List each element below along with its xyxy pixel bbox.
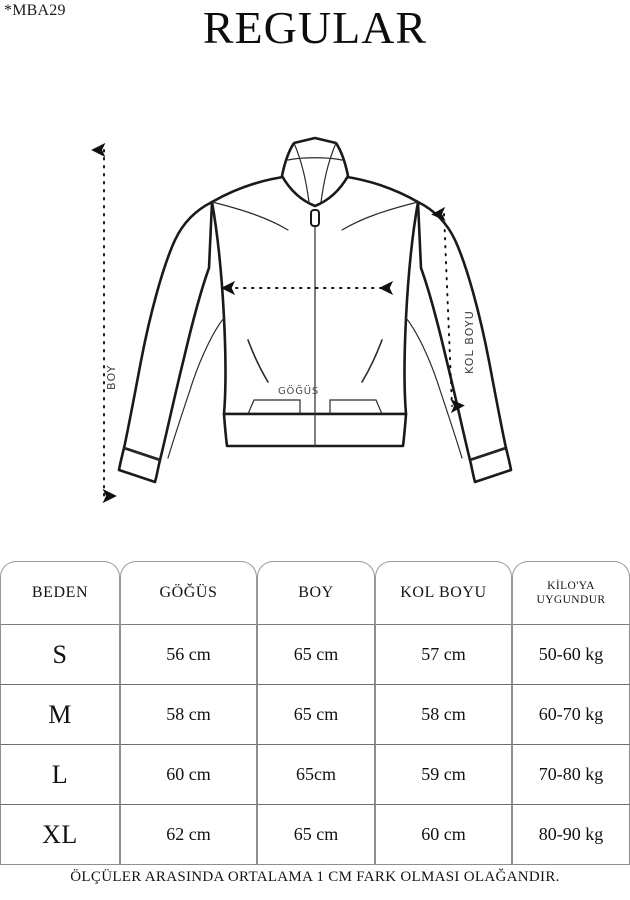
cell-size: L [0, 745, 120, 805]
cell-sleeve: 57 cm [375, 625, 512, 685]
left-hem-pocket [247, 399, 301, 415]
measurement-tolerance-note: ÖLÇÜLER ARASINDA ORTALAMA 1 CM FARK OLMA… [70, 869, 560, 885]
cell-length: 65 cm [257, 625, 375, 685]
jacket-technical-drawing [91, 136, 513, 504]
page-title: REGULAR [202, 2, 428, 53]
column-header-kol-boyu: KOL BOYU [375, 561, 512, 625]
chest-measure-label: GÖĞÜS [278, 386, 320, 397]
cell-sleeve: 59 cm [375, 745, 512, 805]
cell-weight: 80-90 kg [512, 805, 630, 865]
cell-length: 65cm [257, 745, 375, 805]
table-row: L 60 cm 65cm 59 cm 70-80 kg [0, 745, 630, 805]
cell-sleeve: 58 cm [375, 685, 512, 745]
left-sleeve-seam [167, 317, 225, 459]
product-sku-code: *MBA29 [4, 2, 66, 19]
cell-sleeve: 60 cm [375, 805, 512, 865]
cell-chest: 56 cm [120, 625, 257, 685]
size-chart-body: S 56 cm 65 cm 57 cm 50-60 kg M 58 cm 65 … [0, 625, 630, 865]
right-pocket-welt [361, 339, 383, 383]
cell-length: 65 cm [257, 685, 375, 745]
left-shoulder-seam [211, 201, 289, 231]
left-cuff-fold [123, 447, 161, 461]
column-header-kilo-line2: UYGUNDUR [536, 594, 606, 606]
cell-weight: 70-80 kg [512, 745, 630, 805]
column-header-kilo: KİLO'YA UYGUNDUR [512, 561, 630, 625]
collar-fold-line [287, 157, 343, 161]
right-cuff [468, 446, 513, 484]
table-row: XL 62 cm 65 cm 60 cm 80-90 kg [0, 805, 630, 865]
column-header-beden: BEDEN [0, 561, 120, 625]
right-shoulder-seam [341, 201, 419, 231]
collar-left-crease [293, 142, 310, 203]
column-header-gogus: GÖĞÜS [120, 561, 257, 625]
right-cuff-fold [469, 447, 507, 461]
sleeve-measure-line [431, 206, 465, 414]
left-cuff [117, 446, 162, 484]
left-pocket-welt [247, 339, 269, 383]
header-row: BEDEN GÖĞÜS BOY KOL BOYU KİLO'YA UYGUNDU… [0, 561, 630, 625]
jacket-detail-lines [123, 142, 507, 461]
cell-length: 65 cm [257, 805, 375, 865]
cell-chest: 58 cm [120, 685, 257, 745]
column-header-boy: BOY [257, 561, 375, 625]
sleeve-measure-label: KOL BOYU [463, 310, 476, 374]
table-row: S 56 cm 65 cm 57 cm 50-60 kg [0, 625, 630, 685]
length-measure-label: BOY [105, 364, 118, 390]
size-chart-header: BEDEN GÖĞÜS BOY KOL BOYU KİLO'YA UYGUNDU… [0, 561, 630, 625]
collar-right-crease [320, 142, 337, 203]
measurement-guides [91, 142, 465, 504]
zipper-pull [310, 209, 320, 227]
cell-weight: 50-60 kg [512, 625, 630, 685]
size-chart-table: BEDEN GÖĞÜS BOY KOL BOYU KİLO'YA UYGUNDU… [0, 561, 630, 865]
right-hem-pocket [329, 399, 383, 415]
right-sleeve [416, 200, 508, 462]
column-header-kilo-line1: KİLO'YA [547, 580, 595, 592]
table-row: M 58 cm 65 cm 58 cm 60-70 kg [0, 685, 630, 745]
cell-chest: 62 cm [120, 805, 257, 865]
cell-size: M [0, 685, 120, 745]
cell-size: S [0, 625, 120, 685]
jacket-illustration: BOY KOL BOYU GÖĞÜS [0, 118, 630, 548]
cell-weight: 60-70 kg [512, 685, 630, 745]
cell-size: XL [0, 805, 120, 865]
left-sleeve [122, 200, 214, 462]
cell-chest: 60 cm [120, 745, 257, 805]
